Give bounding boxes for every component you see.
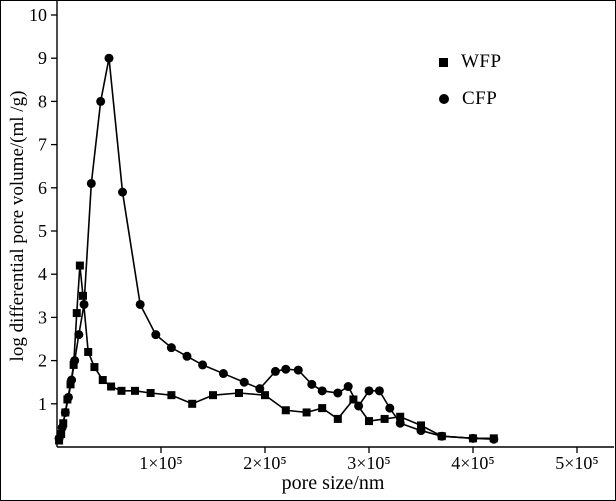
legend-label-wfp: WFP xyxy=(461,51,502,72)
cfp-circle-marker-icon xyxy=(439,94,449,104)
cfp-data-point xyxy=(79,299,89,309)
x-tick-label: 4×10⁵ xyxy=(451,453,494,473)
wfp-data-point xyxy=(281,406,290,415)
wfp-square-marker-icon xyxy=(439,57,448,67)
legend-item-wfp: WFP xyxy=(439,51,502,73)
cfp-data-point xyxy=(307,379,317,389)
wfp-data-point xyxy=(131,386,139,395)
cfp-data-point xyxy=(135,299,145,309)
cfp-data-point xyxy=(86,178,96,188)
cfp-data-point xyxy=(151,330,161,340)
cfp-data-point xyxy=(70,356,80,366)
cfp-data-point xyxy=(218,369,228,379)
wfp-data-point xyxy=(380,414,389,423)
x-tick-label: 3×10⁵ xyxy=(347,453,390,473)
cfp-data-point xyxy=(333,388,343,398)
y-tick-label: 8 xyxy=(38,91,47,111)
cfp-data-point xyxy=(54,433,64,443)
wfp-data-point xyxy=(107,382,116,391)
legend-item-cfp: CFP xyxy=(439,88,502,110)
cfp-line xyxy=(58,58,494,441)
wfp-data-point xyxy=(167,391,176,400)
y-tick-label: 7 xyxy=(38,135,47,155)
cfp-data-point xyxy=(60,407,70,417)
cfp-data-point xyxy=(364,386,374,396)
cfp-data-point xyxy=(96,96,106,106)
y-axis-title: log differential pore volume/(ml /g) xyxy=(7,90,28,362)
cfp-data-point xyxy=(468,433,478,443)
cfp-data-point xyxy=(198,360,208,370)
cfp-data-point xyxy=(118,187,128,197)
wfp-data-point xyxy=(79,291,87,300)
cfp-data-point xyxy=(166,343,176,353)
cfp-data-point xyxy=(239,377,249,387)
wfp-data-point xyxy=(261,391,269,400)
x-tick-label: 1×10⁵ xyxy=(139,453,182,473)
cfp-series xyxy=(54,53,499,444)
legend: WFP CFP xyxy=(439,51,502,110)
wfp-data-point xyxy=(188,399,197,408)
cfp-data-point xyxy=(416,426,426,436)
cfp-data-point xyxy=(74,330,84,340)
axes xyxy=(56,1,614,448)
cfp-data-point xyxy=(281,364,291,374)
cfp-data-point xyxy=(374,386,384,396)
wfp-data-point xyxy=(396,412,405,421)
wfp-data-point xyxy=(84,347,93,356)
wfp-data-point xyxy=(75,261,84,270)
wfp-data-point xyxy=(72,309,81,318)
y-tick-label: 9 xyxy=(38,48,47,68)
cfp-data-point xyxy=(67,375,77,385)
x-tick-labels: 1×10⁵ 2×10⁵ 3×10⁵ 4×10⁵ 5×10⁵ xyxy=(139,447,599,473)
wfp-data-point xyxy=(302,408,311,417)
cfp-data-point xyxy=(293,365,303,375)
wfp-data-point xyxy=(349,395,358,404)
y-tick-label: 3 xyxy=(38,307,47,327)
wfp-data-point xyxy=(318,404,327,413)
cfp-data-point xyxy=(437,431,447,441)
x-tick-label: 5×10⁵ xyxy=(555,453,598,473)
cfp-data-point xyxy=(395,418,405,428)
x-tick-label: 2×10⁵ xyxy=(243,453,286,473)
wfp-data-point xyxy=(117,386,126,395)
wfp-line xyxy=(58,265,494,441)
wfp-data-point xyxy=(333,414,342,423)
cfp-data-point xyxy=(354,401,364,411)
cfp-data-point xyxy=(104,53,114,63)
legend-label-cfp: CFP xyxy=(462,88,498,109)
wfp-data-point xyxy=(417,421,425,430)
wfp-data-point xyxy=(209,391,217,400)
wfp-series xyxy=(55,261,498,445)
wfp-data-point xyxy=(146,389,155,397)
wfp-data-point xyxy=(90,363,99,372)
cfp-data-point xyxy=(270,366,280,376)
cfp-data-point xyxy=(385,403,395,413)
cfp-data-point xyxy=(343,382,353,392)
y-tick-label: 2 xyxy=(38,351,47,371)
cfp-data-point xyxy=(489,434,499,444)
y-tick-label: 10 xyxy=(29,5,47,25)
cfp-data-point xyxy=(57,423,67,433)
wfp-data-point xyxy=(235,389,243,397)
y-tick-label: 1 xyxy=(38,394,47,414)
y-tick-labels: 1 2 3 4 5 6 7 8 9 10 xyxy=(29,5,57,414)
cfp-data-point xyxy=(255,384,265,394)
y-tick-label: 4 xyxy=(38,264,47,284)
wfp-data-point xyxy=(98,376,107,385)
wfp-data-point xyxy=(365,417,373,426)
cfp-data-point xyxy=(182,351,192,361)
x-axis-title: pore size/nm xyxy=(281,472,385,494)
y-tick-label: 6 xyxy=(38,178,47,198)
cfp-data-point xyxy=(63,392,73,402)
cfp-data-point xyxy=(317,386,327,396)
y-tick-label: 5 xyxy=(38,221,47,241)
